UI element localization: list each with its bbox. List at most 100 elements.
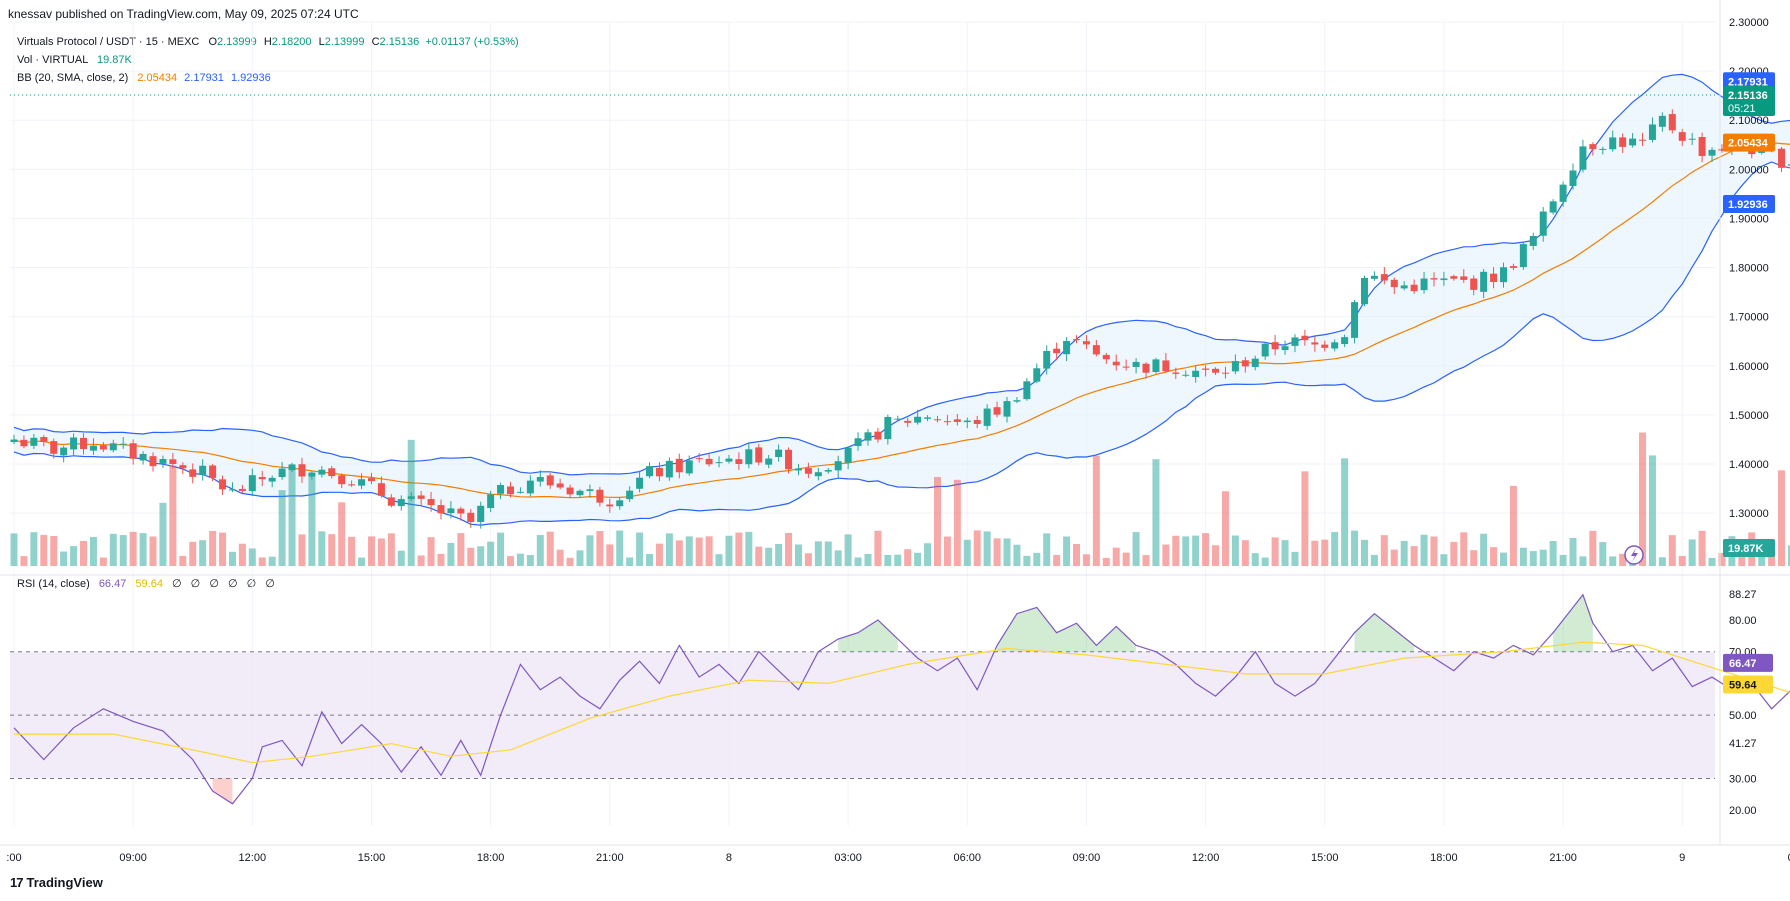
time-tick-label: 12:00 <box>1192 852 1220 864</box>
volume-bar <box>467 547 475 566</box>
candle-body <box>695 458 703 460</box>
volume-bar <box>278 490 286 566</box>
candle-body <box>358 479 366 486</box>
price-tag-label: 1.92936 <box>1728 199 1768 211</box>
candle-body <box>755 447 763 463</box>
candle-body <box>40 437 48 442</box>
volume-bar <box>914 552 922 566</box>
candle-body <box>735 459 743 464</box>
volume-bar <box>1420 534 1428 566</box>
candle-body <box>1341 337 1349 345</box>
candle-body <box>1281 346 1289 351</box>
volume-bar <box>973 530 981 566</box>
candle-body <box>219 479 227 490</box>
volume-bar <box>397 550 405 566</box>
volume-bar <box>308 475 316 566</box>
candle-body <box>109 443 117 451</box>
rsi-value-tag-label: 66.47 <box>1729 658 1757 670</box>
volume-bar <box>1301 471 1309 566</box>
rsi-value: 66.47 <box>98 578 127 590</box>
high-value: 2.18200 <box>271 36 312 48</box>
candle-body <box>1182 374 1190 376</box>
candle-body <box>1321 344 1329 348</box>
candle-body <box>507 486 514 495</box>
candle-body <box>844 447 852 463</box>
rsi-overbought-fill <box>1394 629 1415 652</box>
rsi-overbought-fill <box>1016 607 1037 652</box>
volume-bars <box>10 432 1790 566</box>
candle-body <box>1708 149 1716 156</box>
candle-body <box>99 445 107 450</box>
candle-body <box>705 458 713 465</box>
candle-body <box>745 449 753 465</box>
chart-legend: Virtuals Protocol / USDT · 15 · MEXC O2.… <box>17 33 519 87</box>
candle-body <box>973 419 981 424</box>
candle-body <box>417 495 425 499</box>
candle-body <box>199 465 207 475</box>
volume-bar <box>1043 533 1051 566</box>
volume-bar <box>933 476 941 566</box>
volume-bar <box>1102 557 1110 566</box>
volume-bar <box>804 553 812 566</box>
candle-body <box>526 480 534 494</box>
volume-bar <box>904 549 912 566</box>
candle-body <box>1658 115 1666 127</box>
rsi-extra-6: ∅ <box>265 578 275 590</box>
candle-body <box>556 483 564 488</box>
rsi-label[interactable]: RSI (14, close) <box>17 578 90 590</box>
candle-body <box>487 494 495 508</box>
candle-body <box>884 416 892 440</box>
candle-body <box>596 489 604 503</box>
rsi-overbought-fill <box>1076 623 1097 652</box>
tradingview-logo[interactable]: 17 TradingView <box>10 875 103 890</box>
volume-bar <box>70 546 78 566</box>
candle-body <box>1500 267 1507 283</box>
volume-bar <box>149 536 157 566</box>
volume-bar <box>1519 547 1527 566</box>
candle-body <box>1251 358 1259 367</box>
candle-body <box>894 418 902 420</box>
candle-body <box>824 470 832 472</box>
volume-bar <box>576 550 584 566</box>
symbol-legend-row[interactable]: Virtuals Protocol / USDT · 15 · MEXC O2.… <box>17 33 519 51</box>
volume-bar <box>209 531 217 566</box>
volume-bar <box>1331 532 1339 566</box>
rsi-legend[interactable]: RSI (14, close) 66.47 59.64 ∅ ∅ ∅ ∅ ∅ ∅ <box>17 577 275 590</box>
volume-bar <box>526 555 534 566</box>
rsi-ma-value: 59.64 <box>135 578 163 590</box>
candle-body <box>1688 138 1696 140</box>
rsi-overbought-fill <box>1374 613 1395 652</box>
candle-body <box>1569 170 1577 186</box>
volume-bar <box>785 532 793 566</box>
candle-body <box>1619 137 1627 147</box>
candle-body <box>785 449 793 470</box>
candle-body <box>1519 244 1527 268</box>
volume-bar <box>1221 491 1229 566</box>
price-tick-label: 2.00000 <box>1729 164 1769 176</box>
candle-body <box>397 499 405 507</box>
volume-bar <box>1182 536 1190 566</box>
volume-legend-row[interactable]: Vol · VIRTUAL 19.87K <box>17 51 519 69</box>
volume-bar <box>586 535 594 566</box>
candle-body <box>258 477 266 480</box>
rsi-axis: 88.2780.0070.0050.0041.2730.0020.0066.47… <box>1723 589 1773 817</box>
volume-label[interactable]: Vol · VIRTUAL <box>17 54 88 66</box>
rsi-overbought-fill <box>1096 626 1117 652</box>
volume-bar <box>1599 542 1607 566</box>
candle-body <box>1718 148 1726 151</box>
volume-bar <box>457 533 465 566</box>
volume-bar <box>497 532 505 566</box>
bb-legend-row[interactable]: BB (20, SMA, close, 2) 2.05434 2.17931 1… <box>17 69 519 87</box>
volume-bar <box>159 502 167 566</box>
candle-body <box>1390 279 1398 288</box>
candle-body <box>775 449 783 458</box>
symbol-title[interactable]: Virtuals Protocol / USDT · 15 · MEXC <box>17 36 200 48</box>
candle-body <box>953 419 961 422</box>
volume-bar <box>636 532 644 566</box>
candle-body <box>10 439 18 443</box>
bb-label[interactable]: BB (20, SMA, close, 2) <box>17 72 129 84</box>
volume-bar <box>765 547 773 566</box>
volume-bar <box>794 544 802 566</box>
volume-bar <box>596 531 604 566</box>
